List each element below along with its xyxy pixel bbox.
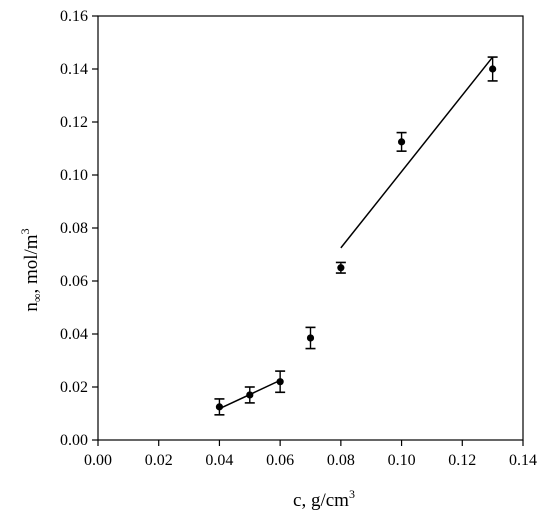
data-point — [397, 138, 406, 146]
y-tick-label: 0.16 — [60, 8, 88, 25]
x-axis-title: c, g/cm3 — [293, 487, 355, 511]
x-tick-label: 0.02 — [145, 452, 173, 469]
y-axis-title-rest: , mol/m — [21, 234, 42, 293]
x-tick-label: 0.06 — [266, 452, 294, 469]
plot-area — [97, 15, 524, 441]
data-points — [215, 65, 497, 411]
x-tick-label: 0.12 — [448, 452, 476, 469]
x-axis-title-sup: 3 — [349, 487, 355, 501]
x-tick-label: 0.14 — [509, 452, 537, 469]
y-axis-title-sub: ∞ — [30, 294, 44, 303]
y-tick-label: 0.08 — [60, 220, 88, 237]
y-tick-label: 0.14 — [60, 61, 88, 78]
fit-lines — [219, 56, 494, 410]
y-tick-label: 0.00 — [60, 432, 88, 449]
y-axis-ticks: 0.00 0.02 0.04 0.06 0.08 0.10 0.12 0.14 0.16 — [60, 8, 98, 449]
data-point — [337, 264, 345, 272]
data-point — [215, 403, 224, 411]
data-point — [489, 65, 497, 73]
x-axis-title-main: c, g/cm — [293, 490, 349, 511]
y-tick-label: 0.10 — [60, 167, 88, 184]
plot-frame — [97, 15, 524, 441]
y-tick-label: 0.12 — [60, 114, 88, 131]
data-point — [276, 378, 284, 386]
fit-line — [340, 56, 494, 249]
error-bars — [214, 56, 498, 416]
x-tick-label: 0.10 — [388, 452, 416, 469]
data-point — [246, 391, 254, 399]
y-axis-title-main: n — [21, 302, 42, 312]
y-axis-title: n∞, mol/m3 — [18, 228, 44, 311]
y-tick-label: 0.06 — [60, 273, 88, 290]
x-axis-ticks: 0.00 0.02 0.04 0.06 0.08 0.10 0.12 0.14 — [84, 440, 537, 469]
y-axis-title-sup: 3 — [18, 228, 32, 234]
y-tick-label: 0.04 — [60, 326, 88, 343]
y-tick-label: 0.02 — [60, 379, 88, 396]
x-tick-label: 0.00 — [84, 452, 112, 469]
data-point — [306, 334, 315, 342]
x-tick-label: 0.08 — [327, 452, 355, 469]
x-tick-label: 0.04 — [205, 452, 233, 469]
